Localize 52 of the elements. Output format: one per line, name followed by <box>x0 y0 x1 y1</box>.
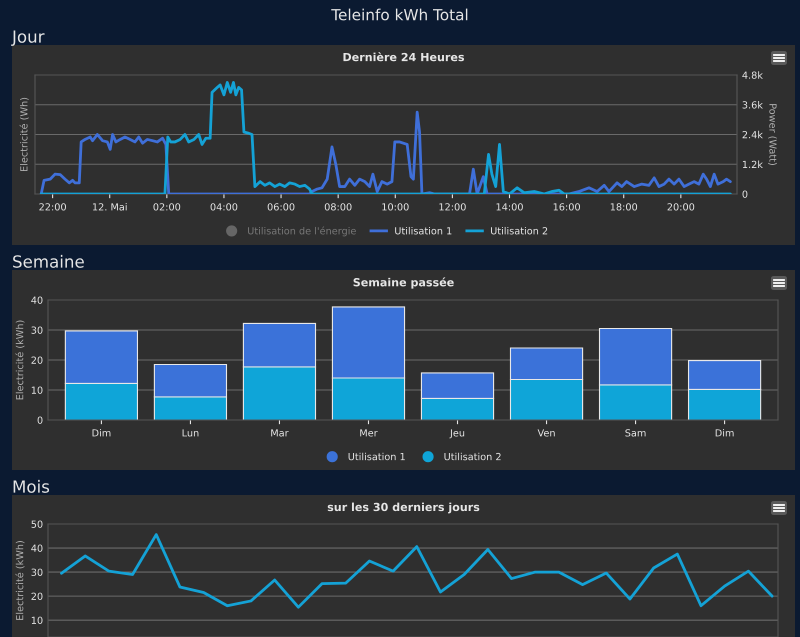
chart-title: Semaine <box>13 254 84 268</box>
y-tick-label: 20 <box>31 592 42 600</box>
y-tick-label: 30 <box>32 568 42 576</box>
legend-label: Utilisation 1 <box>348 452 405 460</box>
y2-tick-label: 1.2k <box>742 160 763 168</box>
x-tick-label: Jeu <box>450 429 464 438</box>
y2-tick-label: 2.4k <box>742 130 763 138</box>
x-tick-label: 16:00 <box>554 203 580 211</box>
y-tick-label: 40 <box>31 544 42 552</box>
x-tick-label: 06:00 <box>268 203 294 211</box>
x-tick-label: Mer <box>360 429 378 437</box>
y-tick-label: 10 <box>32 386 42 394</box>
y-axis-title: Electricité (Wh) <box>20 98 29 172</box>
line-series <box>60 533 774 609</box>
y-axis-title: Electricité (kWh) <box>15 320 24 400</box>
y-tick-label: 30 <box>32 326 42 334</box>
x-tick-label: Dim <box>92 429 110 436</box>
chart-title: Jour <box>11 30 45 46</box>
x-tick-label: Mar <box>271 429 289 437</box>
y-axis-title: Electricité (kWh) <box>15 541 24 620</box>
y-tick-label: 40 <box>31 296 42 304</box>
y-tick-label: 50 <box>32 520 42 528</box>
x-tick-label: Sam <box>625 429 646 437</box>
y2-tick-label: 3.6k <box>742 101 763 109</box>
y2-axis-title: Power (Watt) <box>768 104 777 165</box>
chart-subtitle: Dernière 24 Heures <box>343 52 464 62</box>
x-tick-label: 04:00 <box>210 203 238 211</box>
x-tick-label: 10:00 <box>382 203 409 211</box>
y2-tick-label: 4.8k <box>742 71 763 79</box>
x-tick-label: 08:00 <box>324 203 352 211</box>
legend-label: Utilisation 1 <box>395 226 452 234</box>
y-tick-label: 10 <box>32 616 42 624</box>
legend-label: Utilisation de l'énergie <box>248 226 356 236</box>
y2-tick-label: 0 <box>742 190 748 198</box>
chart-title: Mois <box>14 480 50 493</box>
x-tick-label: 14:00 <box>496 203 523 211</box>
chart-subtitle: Semaine passée <box>354 277 454 289</box>
chart-subtitle: sur les 30 derniers jours <box>328 502 480 514</box>
x-tick-label: 20:00 <box>668 203 694 211</box>
x-tick-label: Dim <box>716 429 734 436</box>
x-tick-label: 18:00 <box>610 203 638 211</box>
y-tick-label: 0 <box>38 416 42 424</box>
x-tick-label: Ven <box>538 429 555 437</box>
legend-label: Utilisation 2 <box>444 452 501 460</box>
x-tick-label: 12:00 <box>439 203 466 211</box>
x-tick-label: Lun <box>182 429 198 437</box>
x-tick-label: 22:00 <box>39 203 66 211</box>
legend-label: Utilisation 2 <box>491 226 548 234</box>
x-tick-label: 12. Mai <box>92 203 127 211</box>
text: Teleinfo kWh Total <box>331 8 468 20</box>
y-tick-label: 20 <box>31 356 42 364</box>
x-tick-label: 02:00 <box>153 203 180 211</box>
